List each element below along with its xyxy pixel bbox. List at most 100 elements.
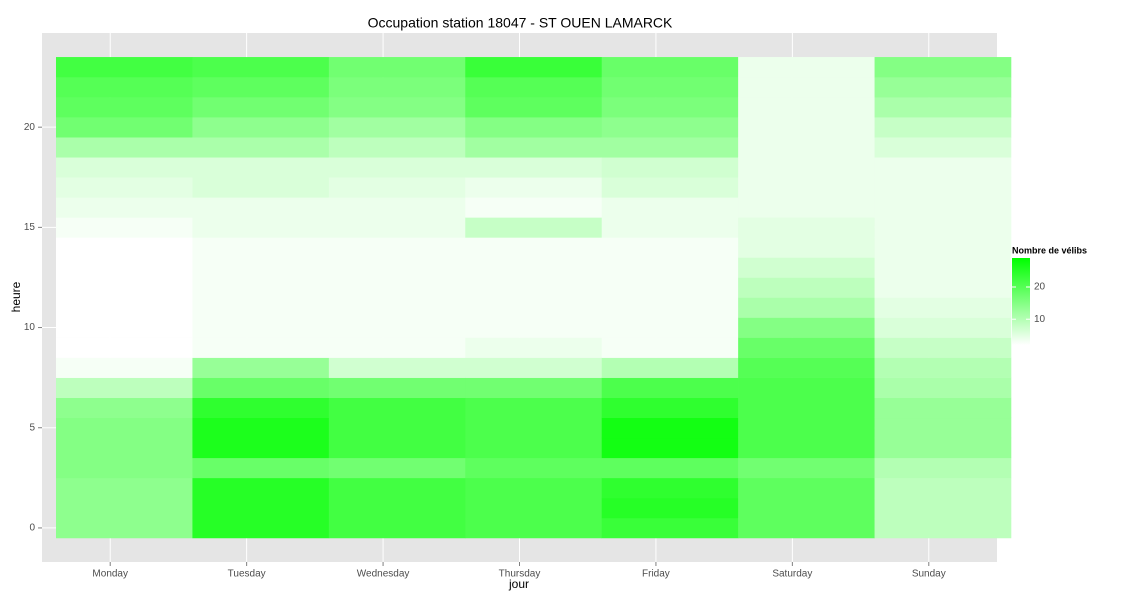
tile	[328, 277, 466, 298]
tile	[192, 157, 330, 178]
tile	[465, 477, 603, 499]
tile	[874, 357, 1012, 378]
tile	[874, 397, 1012, 419]
tile	[874, 417, 1012, 439]
tile	[738, 517, 875, 539]
tile	[328, 457, 466, 479]
tile	[192, 317, 330, 338]
tile	[465, 517, 603, 539]
tile	[874, 117, 1012, 138]
tile	[738, 237, 875, 258]
y-tick-label: 15	[24, 222, 36, 233]
tile	[465, 337, 603, 358]
tile	[465, 217, 603, 238]
tile	[56, 457, 193, 479]
tile	[192, 497, 330, 519]
y-tick-label: 10	[24, 322, 36, 333]
tile	[328, 377, 466, 398]
x-tick-label: Sunday	[912, 569, 946, 580]
tile	[192, 137, 330, 158]
tile	[328, 437, 466, 459]
tile	[192, 477, 330, 499]
tile	[874, 337, 1012, 358]
tile	[465, 437, 603, 459]
tile	[192, 77, 330, 98]
tile	[56, 217, 193, 238]
tile	[601, 97, 739, 118]
tile	[56, 117, 193, 138]
tile	[874, 77, 1012, 98]
tile	[465, 297, 603, 318]
tile	[465, 237, 603, 258]
tile	[874, 497, 1012, 519]
colorbar	[1012, 258, 1030, 345]
tile	[738, 477, 875, 499]
tile	[56, 357, 193, 378]
tile	[738, 397, 875, 419]
tile	[328, 357, 466, 378]
tile	[738, 97, 875, 118]
tile	[874, 297, 1012, 318]
tile	[738, 77, 875, 98]
tile	[601, 337, 739, 358]
x-tick-label: Monday	[92, 569, 128, 580]
tile	[601, 437, 739, 459]
tile	[738, 457, 875, 479]
x-tick-label: Saturday	[772, 569, 812, 580]
tile	[192, 437, 330, 459]
tile	[738, 157, 875, 178]
tile	[465, 177, 603, 198]
tile	[192, 257, 330, 278]
tile	[465, 497, 603, 519]
tile	[56, 257, 193, 278]
tile	[874, 137, 1012, 158]
tile	[192, 217, 330, 238]
tile	[192, 237, 330, 258]
tile	[874, 437, 1012, 459]
tile	[328, 257, 466, 278]
tile	[738, 317, 875, 338]
tile	[874, 177, 1012, 198]
tile	[465, 77, 603, 98]
tile	[465, 317, 603, 338]
tile	[56, 437, 193, 459]
tile	[56, 157, 193, 178]
tile	[56, 517, 193, 539]
legend-title: Nombre de vélibs	[1012, 245, 1087, 255]
tile	[601, 317, 739, 338]
tile	[465, 257, 603, 278]
tile	[56, 57, 193, 78]
tile	[56, 417, 193, 439]
tile	[328, 417, 466, 439]
tile	[465, 277, 603, 298]
tile	[874, 237, 1012, 258]
tile	[601, 497, 739, 519]
tile	[874, 57, 1012, 78]
y-tick-label: 0	[29, 523, 35, 534]
tile	[738, 277, 875, 298]
tile	[56, 277, 193, 298]
tile	[874, 377, 1012, 398]
tile	[738, 217, 875, 238]
tile	[601, 257, 739, 278]
chart-title: Occupation station 18047 - ST OUEN LAMAR…	[368, 15, 673, 31]
tile	[192, 417, 330, 439]
tile	[738, 197, 875, 218]
tile	[874, 517, 1012, 539]
legend: 10 20	[1012, 282, 1046, 325]
y-axis-label: heure	[9, 281, 23, 312]
tile	[465, 137, 603, 158]
tile	[192, 57, 330, 78]
x-tick-label: Friday	[642, 569, 670, 580]
tile	[874, 157, 1012, 178]
tile	[56, 137, 193, 158]
tile	[328, 517, 466, 539]
tile	[465, 357, 603, 378]
tile	[601, 57, 739, 78]
tile	[738, 377, 875, 398]
x-tick-label: Thursday	[499, 569, 541, 580]
tile	[328, 497, 466, 519]
tile	[601, 417, 739, 439]
tile	[192, 517, 330, 539]
tile	[465, 457, 603, 479]
